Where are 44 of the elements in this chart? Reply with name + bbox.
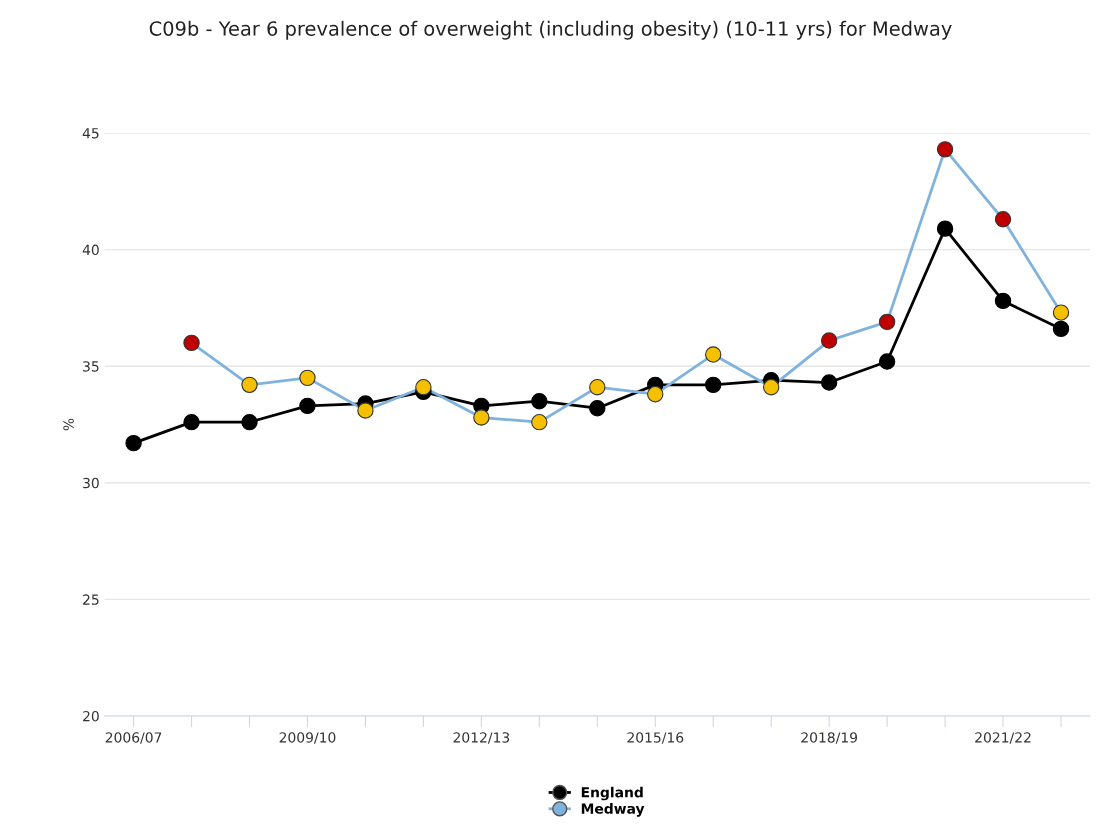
point <box>415 379 432 396</box>
point <box>473 409 490 426</box>
legend-label: Medway <box>581 803 645 817</box>
point <box>936 141 954 158</box>
x-tick-label: 2012/13 <box>453 732 510 744</box>
point <box>299 397 316 415</box>
point <box>531 413 548 431</box>
point <box>125 434 142 452</box>
point <box>357 402 374 419</box>
y-tick-label: 20 <box>83 710 99 722</box>
point <box>820 374 838 391</box>
point <box>589 379 606 396</box>
point <box>183 334 200 352</box>
point <box>994 292 1012 310</box>
point <box>1052 320 1070 338</box>
x-tick-label: 2015/16 <box>627 732 684 744</box>
point <box>1052 304 1070 321</box>
chart-title: C09b - Year 6 prevalence of overweight (including obesity) (10-11 yrs) for Medway <box>149 20 952 40</box>
point <box>241 413 258 431</box>
x-tick-label: 2009/10 <box>279 732 336 744</box>
y-tick-label: 45 <box>82 128 99 139</box>
point <box>878 353 896 370</box>
point <box>820 332 838 349</box>
y-tick-label: 30 <box>83 477 99 489</box>
point <box>705 346 722 363</box>
point <box>647 385 664 403</box>
point <box>762 379 780 396</box>
point <box>183 413 200 431</box>
y-tick-label: 25 <box>83 594 99 605</box>
x-tick-label: 2006/07 <box>105 732 162 744</box>
x-tick-label: 2021/22 <box>975 732 1031 744</box>
point <box>299 369 316 387</box>
point <box>878 313 896 331</box>
point <box>531 392 548 410</box>
point <box>241 376 258 394</box>
point <box>589 399 606 417</box>
y-axis-title: % <box>63 418 74 431</box>
legend-label: England <box>581 786 643 801</box>
point <box>936 220 954 237</box>
y-tick-label: 35 <box>83 361 99 372</box>
point <box>705 376 722 394</box>
y-tick-label: 40 <box>82 244 99 256</box>
point <box>994 211 1012 228</box>
x-tick-label: 2018/19 <box>801 732 858 744</box>
